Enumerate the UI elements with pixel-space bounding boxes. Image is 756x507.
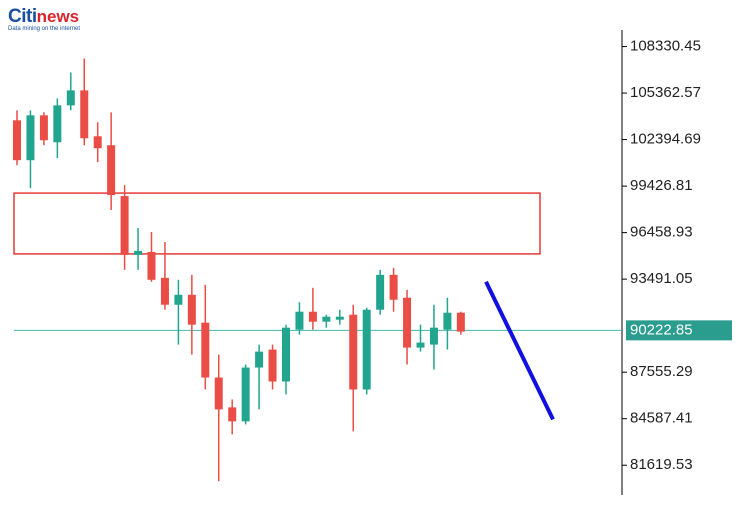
candle-body xyxy=(241,367,250,422)
candle-body xyxy=(66,90,75,106)
candle-body xyxy=(362,309,371,390)
price-label: 90222.85 xyxy=(630,321,693,338)
candle-body xyxy=(322,316,331,322)
logo-tagline: Data mining on the internet xyxy=(8,26,81,32)
candle-body xyxy=(134,250,143,255)
y-tick-label: 102394.69 xyxy=(630,131,701,148)
candle-body xyxy=(53,105,62,143)
candle-body xyxy=(268,349,277,382)
y-tick-label: 99426.81 xyxy=(630,177,693,194)
candle-body xyxy=(282,327,290,382)
candle-body xyxy=(255,351,264,368)
y-tick-label: 93491.05 xyxy=(630,270,693,287)
candle-body xyxy=(416,342,425,348)
y-tick-label: 87555.29 xyxy=(630,363,693,380)
zone xyxy=(13,192,541,255)
price-label-box xyxy=(626,320,732,341)
candle-body xyxy=(403,297,412,348)
candle-body xyxy=(26,115,35,161)
candle-body xyxy=(443,312,452,330)
candle-body xyxy=(39,115,48,141)
candle-body xyxy=(214,377,223,410)
candle-body xyxy=(13,120,21,161)
candle-body xyxy=(93,136,102,149)
candle-body xyxy=(174,294,183,305)
candle-body xyxy=(335,316,344,320)
candle-body xyxy=(120,196,129,255)
logo: Citinews Data mining on the internet xyxy=(8,6,80,32)
candle-body xyxy=(107,145,116,196)
candle-body xyxy=(147,251,156,280)
y-tick-label: 105362.57 xyxy=(630,84,701,101)
candle-body xyxy=(187,294,196,325)
candle-body xyxy=(228,407,237,422)
candle-body xyxy=(160,277,169,305)
y-tick-label: 96458.93 xyxy=(630,224,693,241)
candle-body xyxy=(349,314,358,390)
candle-body xyxy=(308,311,317,322)
candle-body xyxy=(456,312,465,332)
y-tick-label: 81619.53 xyxy=(630,456,693,473)
projection-line xyxy=(484,280,555,421)
logo-brand-suffix: news xyxy=(36,7,80,26)
candle-body xyxy=(376,274,385,310)
candle-body xyxy=(295,311,304,330)
candle-body xyxy=(429,327,438,345)
candle-body xyxy=(80,90,89,139)
candle-body xyxy=(201,322,210,378)
candle-body xyxy=(389,274,398,300)
y-tick-label: 108330.45 xyxy=(630,38,701,55)
logo-brand: Citi xyxy=(8,6,37,27)
y-tick-label: 84587.41 xyxy=(630,410,693,427)
